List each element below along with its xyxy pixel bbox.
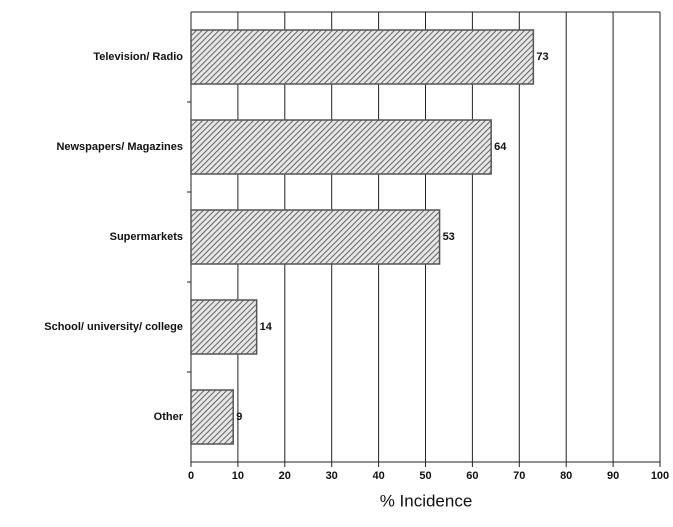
y-tick-label: School/ university/ college (44, 321, 183, 333)
data-label: 14 (260, 321, 273, 333)
bar (190, 299, 258, 355)
x-tick-label: 60 (466, 470, 478, 482)
bar (190, 119, 492, 175)
data-label: 73 (536, 51, 548, 63)
y-tick-label: Supermarkets (110, 231, 183, 243)
x-tick-label: 100 (651, 470, 669, 482)
y-tick-label: Newspapers/ Magazines (56, 141, 183, 153)
data-label: 9 (236, 411, 242, 423)
x-tick-label: 10 (232, 470, 244, 482)
y-tick-label: Other (154, 411, 184, 423)
x-tick-label: 20 (279, 470, 291, 482)
x-tick-label: 50 (419, 470, 431, 482)
bar (190, 209, 441, 265)
data-label: 53 (443, 231, 455, 243)
data-label: 64 (494, 141, 507, 153)
x-axis-label: % Incidence (380, 491, 473, 510)
x-tick-label: 80 (560, 470, 572, 482)
bar (190, 389, 234, 445)
x-tick-label: 90 (607, 470, 619, 482)
y-tick-label: Television/ Radio (93, 51, 183, 63)
x-tick-label: 40 (372, 470, 384, 482)
x-tick-label: 70 (513, 470, 525, 482)
x-tick-label: 30 (326, 470, 338, 482)
bar (190, 29, 535, 85)
x-tick-label: 0 (188, 470, 194, 482)
